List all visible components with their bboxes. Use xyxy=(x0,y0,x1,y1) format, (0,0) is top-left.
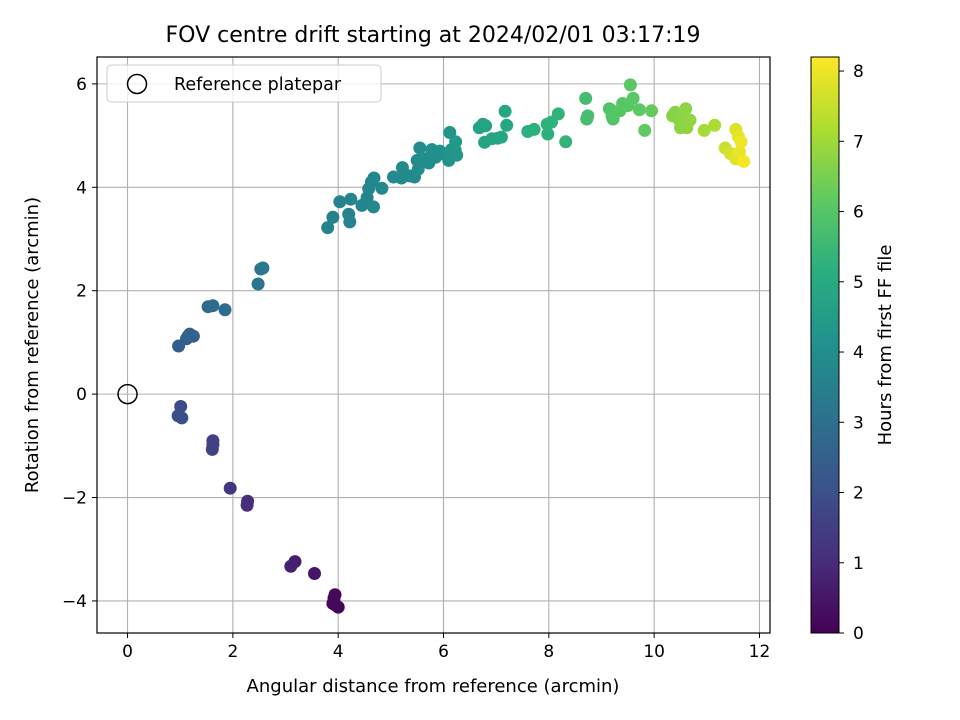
data-point xyxy=(581,109,595,123)
data-point xyxy=(343,215,357,229)
data-point xyxy=(344,192,358,206)
data-point xyxy=(443,126,457,139)
grid-lines xyxy=(97,57,770,633)
data-point xyxy=(645,104,658,118)
data-point xyxy=(326,210,340,224)
colorbar-tick-label: 3 xyxy=(853,413,864,433)
data-point xyxy=(527,122,541,136)
data-point xyxy=(494,130,508,144)
x-tick-label: 8 xyxy=(543,642,554,662)
data-point xyxy=(626,91,640,105)
data-point xyxy=(181,329,195,343)
colorbar-tick-label: 6 xyxy=(853,203,864,223)
y-tick-label: 0 xyxy=(76,385,87,405)
data-point xyxy=(498,104,512,118)
data-point xyxy=(683,113,697,127)
data-point xyxy=(450,148,464,162)
data-points xyxy=(171,78,751,614)
x-tick-label: 6 xyxy=(438,642,449,662)
data-point xyxy=(375,181,389,195)
legend: Reference platepar xyxy=(106,64,382,103)
x-tick-label: 0 xyxy=(122,642,133,662)
y-tick-label: −4 xyxy=(62,592,87,612)
colorbar-tick-label: 8 xyxy=(853,62,864,82)
data-point xyxy=(579,91,593,105)
colorbar-tick-label: 2 xyxy=(853,484,864,504)
y-tick-label: −2 xyxy=(62,489,87,509)
data-point xyxy=(734,135,748,149)
data-point xyxy=(367,200,380,214)
data-point xyxy=(206,299,220,313)
legend-reference-marker xyxy=(126,73,148,95)
data-point xyxy=(413,141,427,155)
data-point xyxy=(333,195,347,209)
colorbar-ticks: 0 1 2 3 4 5 6 7 8 xyxy=(839,62,864,644)
reference-platepar-marker xyxy=(117,383,138,405)
data-point xyxy=(218,303,232,317)
data-point xyxy=(205,442,219,456)
x-tick-label: 12 xyxy=(749,642,771,662)
y-axis-ticks: −4 −2 0 2 4 6 xyxy=(62,75,97,612)
colorbar: 0 1 2 3 4 5 6 7 8 Hours from first FF file xyxy=(810,56,896,644)
data-point xyxy=(500,118,514,132)
chart-title: FOV centre drift starting at 2024/02/01 … xyxy=(166,23,701,48)
y-axis-label: Rotation from reference (arcmin) xyxy=(22,197,43,493)
data-point xyxy=(321,221,335,235)
data-point xyxy=(632,103,646,117)
colorbar-tick-label: 0 xyxy=(853,624,864,644)
data-point xyxy=(551,107,565,121)
colorbar-tick-label: 1 xyxy=(853,554,864,574)
colorbar-gradient xyxy=(810,56,840,634)
colorbar-label: Hours from first FF file xyxy=(875,245,896,446)
legend-entry-reference-platepar: Reference platepar xyxy=(174,75,342,95)
x-tick-label: 10 xyxy=(643,642,665,662)
data-point xyxy=(308,567,321,580)
data-point xyxy=(623,78,637,92)
data-point xyxy=(697,123,711,137)
data-point xyxy=(175,411,189,425)
colorbar-tick-label: 5 xyxy=(853,273,864,293)
legend-box xyxy=(106,64,382,103)
data-point xyxy=(284,559,298,573)
x-tick-label: 4 xyxy=(333,642,344,662)
data-point xyxy=(240,498,254,512)
data-point xyxy=(256,261,270,275)
data-point xyxy=(328,588,342,602)
data-point xyxy=(541,127,555,141)
y-tick-label: 4 xyxy=(76,178,87,198)
x-axis-ticks: 0 2 4 6 8 10 12 xyxy=(122,633,770,662)
data-point xyxy=(737,154,751,168)
plot-area: 0 2 4 6 8 10 12 −4 −2 0 2 4 6 xyxy=(62,56,771,662)
data-point xyxy=(449,135,463,149)
y-tick-label: 2 xyxy=(76,282,87,302)
data-point xyxy=(479,119,493,133)
x-tick-label: 2 xyxy=(227,642,238,662)
y-tick-label: 6 xyxy=(76,75,87,95)
data-point xyxy=(708,118,722,132)
data-point xyxy=(223,481,237,495)
colorbar-tick-label: 4 xyxy=(853,343,864,363)
data-point xyxy=(559,135,573,149)
data-point xyxy=(638,123,652,137)
x-axis-label: Angular distance from reference (arcmin) xyxy=(247,676,620,697)
colorbar-tick-label: 7 xyxy=(853,132,864,152)
data-point xyxy=(251,277,265,291)
plot-frame xyxy=(96,56,771,634)
data-point xyxy=(367,171,381,185)
data-point xyxy=(679,102,693,116)
